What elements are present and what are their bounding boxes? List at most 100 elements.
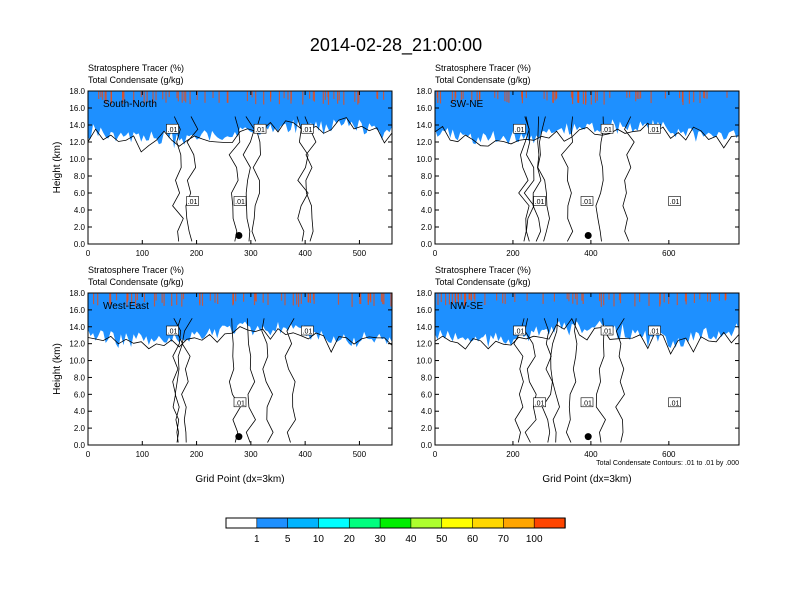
tracer-streak (270, 91, 272, 98)
x-tick-label: 300 (244, 249, 258, 258)
y-tick-label: 0.0 (74, 441, 86, 450)
x-tick-label: 400 (298, 249, 312, 258)
contour-line (595, 116, 604, 242)
panels: .01 .01 .01 .01 .01 0.0 2.0 4.0 6.0 8.0 10.0 12.0 14… (52, 63, 740, 485)
tracer-streak (577, 91, 579, 103)
tracer-streak (465, 293, 467, 302)
contour-label-box (513, 123, 526, 134)
tracer-streak (337, 293, 340, 305)
tracer-streak (553, 293, 555, 302)
contour-line (185, 116, 199, 242)
tracer-streak (181, 91, 183, 103)
colorbar-swatch (503, 517, 535, 529)
y-tick-label: 8.0 (74, 373, 86, 382)
panel-title-condensate: Total Condensate (g/kg) (435, 75, 531, 85)
tracer-streak (101, 91, 104, 100)
contour-label-box (301, 325, 314, 336)
colorbar-label: 20 (344, 534, 356, 545)
tracer-streak (508, 91, 510, 103)
x-tick-label: 400 (298, 450, 312, 459)
y-tick-label: 4.0 (421, 206, 433, 215)
contour-label-text: .01 (670, 199, 680, 206)
contour-label-text: .01 (535, 400, 545, 407)
tracer-streak (143, 293, 146, 303)
colorbar-label: 70 (498, 534, 510, 545)
tracer-streak (357, 91, 359, 105)
tracer-streak (650, 91, 652, 104)
colorbar-label: 100 (526, 534, 543, 545)
tracer-streak (693, 293, 695, 303)
tracer-streak (664, 91, 666, 99)
tracer-field (435, 91, 739, 145)
tracer-streak (177, 91, 179, 102)
panel-1: .01 .01 .01 .01 .01 0.0 2.0 4.0 6.0 8.0 10.0 12.0 14… (52, 63, 393, 258)
tracer-streak (122, 91, 124, 104)
tracer-streak (577, 91, 579, 103)
contour-label-box (600, 325, 614, 336)
tracer-streak (497, 91, 499, 100)
tracer-streak (333, 91, 335, 99)
panel-title-condensate: Total Condensate (g/kg) (88, 75, 184, 85)
tracer-streak (146, 91, 148, 102)
panel-4: .01 .01 .01 .01 .01 .01 0.0 2.0 4.0 6.0 8.0 10.0 12.… (416, 265, 740, 485)
x-tick-label: 200 (190, 249, 204, 258)
contour-label: .01 (600, 325, 614, 336)
colorbar-label: 10 (313, 534, 325, 545)
tracer-streak (283, 91, 285, 99)
tracer-streak (251, 91, 253, 98)
colorbar-swatch (287, 517, 320, 529)
x-tick-label: 0 (433, 450, 438, 459)
contour-label-text: .01 (582, 199, 592, 206)
tracer-streak (312, 293, 315, 300)
contour-label-text: .01 (168, 127, 178, 134)
tracer-streak (243, 293, 245, 302)
colorbar-swatch (533, 517, 566, 529)
tracer-streak (454, 293, 456, 304)
tracer-streak (679, 91, 681, 99)
tracer-streak (640, 91, 642, 99)
contour-label-text: .01 (235, 400, 245, 407)
colorbar: 1 5 10 20 30 40 50 60 70 100 (225, 517, 566, 545)
tracer-streak (699, 293, 701, 300)
x-tick-label: 400 (584, 249, 598, 258)
colorbar-swatch (472, 517, 505, 529)
tracer-streak (613, 293, 615, 307)
contour-label-text: .01 (602, 127, 612, 134)
tracer-streak (217, 293, 219, 304)
panel-title-tracer: Stratosphere Tracer (%) (435, 265, 531, 275)
contour-label: .01 (580, 397, 594, 407)
panel-title-tracer: Stratosphere Tracer (%) (435, 63, 531, 73)
tracer-band-11 (435, 293, 739, 348)
tracer-streak (302, 91, 304, 105)
x-tick-label: 200 (506, 450, 520, 459)
contour-line (565, 318, 578, 443)
y-tick-label: 2.0 (421, 223, 433, 232)
y-tick-label: 18.0 (416, 289, 432, 298)
x-tick-label: 200 (190, 450, 204, 459)
x-axis-label: Grid Point (dx=3km) (542, 474, 631, 485)
contour-label: .01 (533, 196, 546, 206)
tracer-streak (693, 91, 695, 103)
tracer-streak (359, 293, 361, 304)
tracer-streak (608, 293, 610, 300)
tracer-streak (327, 91, 330, 105)
tracer-streak (123, 91, 125, 101)
tracer-streak (290, 91, 292, 101)
tracer-streak (521, 91, 523, 98)
contour-line (595, 318, 606, 443)
contour-line (88, 117, 392, 153)
x-tick-label: 600 (662, 450, 676, 459)
contour-label: .01 (533, 397, 546, 407)
tracer-streak (165, 91, 167, 103)
x-tick-label: 400 (584, 450, 598, 459)
tracer-streak (502, 293, 504, 304)
tracer-streak (196, 91, 198, 100)
tracer-streak (126, 293, 128, 307)
contour-label-text: .01 (255, 127, 265, 134)
contour-label-text: .01 (650, 329, 660, 336)
tracer-streak (262, 293, 264, 303)
tracer-streak (555, 91, 557, 100)
tracer-streak (476, 91, 478, 101)
tracer-streak (570, 91, 573, 98)
y-tick-label: 4.0 (74, 206, 86, 215)
